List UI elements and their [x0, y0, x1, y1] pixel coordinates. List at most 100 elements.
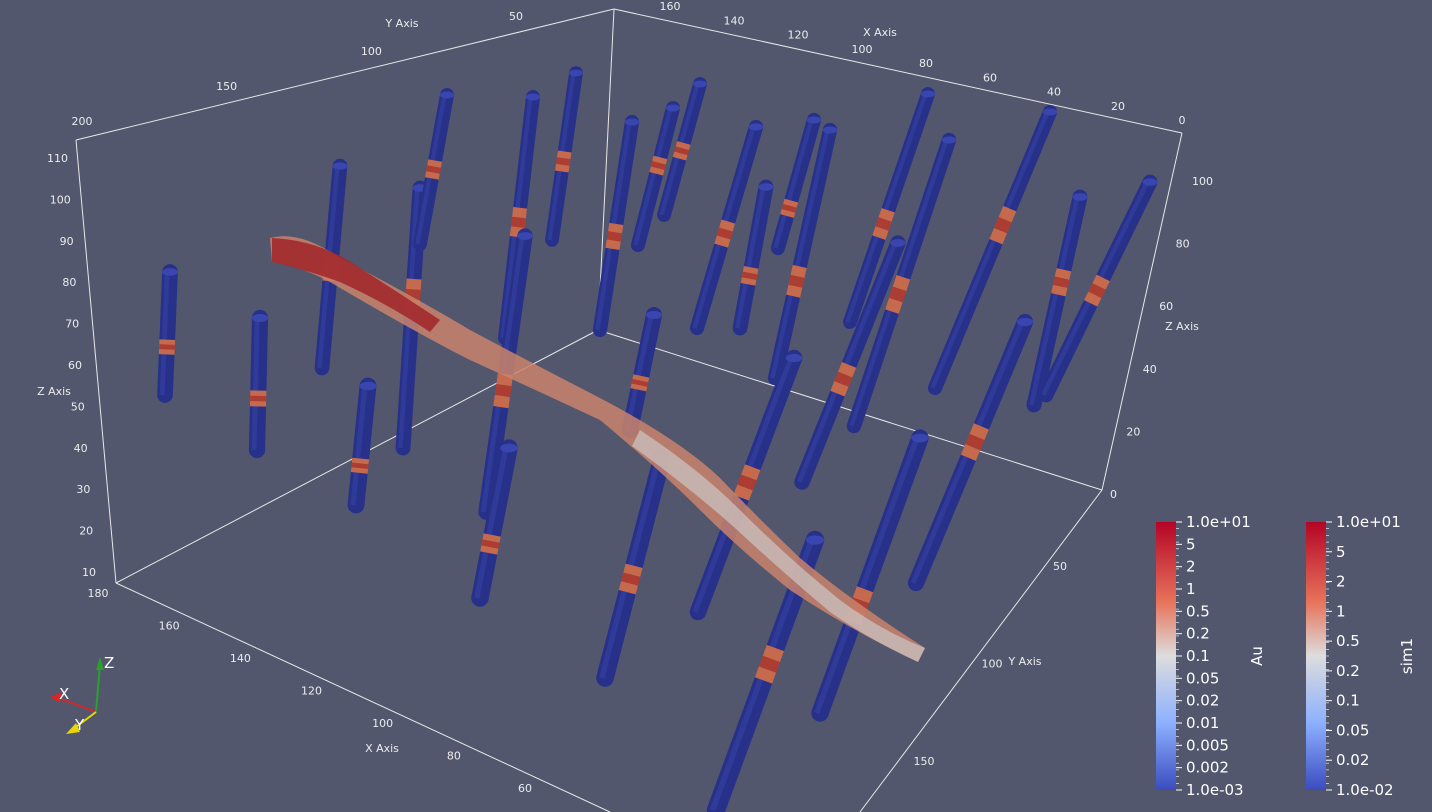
orient-x-arrow-icon [50, 692, 62, 703]
z-axis-tick-label: 100 [50, 193, 71, 206]
x-axis-tick-label: 180 [88, 587, 109, 600]
colorbar-label: 0.2 [1336, 662, 1360, 680]
drill-hole[interactable] [347, 377, 377, 514]
drill-hole[interactable] [843, 87, 935, 329]
axis-title: Z Axis [1165, 320, 1199, 333]
colorbar-gradient [1156, 522, 1176, 790]
drill-hole[interactable] [157, 264, 178, 403]
z-axis-tick-label: 80 [62, 276, 76, 289]
colorbar-au: 1.0e+01 5 2 1 0.5 0.2 0.1 0.05 0.02 0.01 0.005 0.00… [1156, 513, 1266, 799]
drill-holes[interactable] [157, 66, 1158, 812]
colorbar-label: 1 [1186, 580, 1196, 598]
colorbar-sim1: 1.0e+01 5 2 1 0.5 0.2 0.1 0.05 0.02 1.0e-02 sim1 [1306, 513, 1416, 799]
orient-x-label: X [59, 685, 69, 703]
y-axis-tick-label: 50 [509, 10, 523, 23]
z-axis-tick-label: 80 [1176, 238, 1190, 251]
x-axis-tick-label: 100 [852, 43, 873, 56]
x-axis-tick-label: 140 [230, 652, 251, 665]
x-axis-tick-label: 100 [372, 717, 393, 730]
y-axis-tick-label: 150 [216, 80, 237, 93]
colorbar-title: Au [1248, 646, 1266, 666]
axis-title: X Axis [863, 26, 897, 39]
x-axis-tick-label: 120 [788, 29, 809, 42]
colorbar-label: 2 [1186, 558, 1196, 576]
drill-hole[interactable] [1038, 174, 1158, 403]
colorbar-label: 0.5 [1336, 632, 1360, 650]
colorbar-label: 1.0e+01 [1186, 513, 1251, 531]
colorbar-label: 0.02 [1186, 692, 1219, 710]
y-axis-tick-label: 50 [1053, 560, 1067, 573]
x-axis-tick-label: 80 [919, 57, 933, 70]
z-axis-tick-label: 50 [71, 400, 85, 413]
z-axis-tick-label: 100 [1192, 175, 1213, 188]
x-axis-tick-label: 120 [301, 685, 322, 698]
orient-z-arrow-icon [96, 657, 104, 670]
z-axis-tick-label: 0 [1110, 488, 1117, 501]
orient-x-axis [55, 696, 97, 713]
drill-hole[interactable] [248, 309, 269, 459]
drill-hole[interactable] [689, 349, 803, 621]
drill-hole[interactable] [592, 114, 640, 338]
drill-hole[interactable] [596, 449, 671, 687]
y-axis-tick-label: 100 [361, 45, 382, 58]
y-axis-tick-label: 100 [982, 658, 1003, 671]
colorbar-label: 1.0e-02 [1336, 781, 1394, 799]
drill-hole[interactable] [545, 66, 583, 247]
x-axis-tick-label: 140 [724, 14, 745, 27]
drill-hole[interactable] [471, 439, 518, 607]
z-axis-tick-label: 40 [1143, 363, 1157, 376]
axis-title: Y Axis [384, 17, 418, 30]
colorbar-label: 0.05 [1336, 721, 1369, 739]
x-axis-tick-label: 60 [983, 71, 997, 84]
orient-y-arrow-icon [66, 723, 80, 734]
colorbar-label: 0.02 [1336, 751, 1369, 769]
colorbar-label: 1 [1336, 602, 1346, 620]
colorbar-label: 0.5 [1186, 602, 1210, 620]
axis-title: X Axis [365, 742, 399, 755]
drill-hole[interactable] [689, 119, 764, 336]
drill-hole[interactable] [846, 132, 957, 434]
z-axis-tick-label: 70 [65, 318, 79, 331]
colorbar-label: 0.2 [1186, 625, 1210, 643]
colorbar-label: 5 [1186, 535, 1196, 553]
axis-title: Z Axis [37, 385, 71, 398]
drill-hole[interactable] [770, 112, 822, 256]
z-axis-tick-label: 20 [79, 525, 93, 538]
colorbar-label: 0.1 [1186, 647, 1210, 665]
ore-body-surface[interactable] [270, 236, 925, 662]
axis-labels: 1601401201008060402001801601401201008060… [37, 0, 1213, 795]
drill-hole[interactable] [657, 77, 707, 222]
z-axis-tick-label: 90 [60, 235, 74, 248]
drill-hole[interactable] [732, 179, 774, 336]
drill-hole[interactable] [621, 306, 663, 439]
colorbar-label: 5 [1336, 543, 1346, 561]
drill-hole[interactable] [907, 313, 1034, 592]
orient-z-axis [95, 663, 101, 713]
x-axis-tick-label: 20 [1111, 100, 1125, 113]
colorbar-title: sim1 [1398, 638, 1416, 674]
x-axis-tick-label: 40 [1047, 86, 1061, 99]
colorbar-label: 1.0e+01 [1336, 513, 1401, 531]
colorbar-gradient [1306, 522, 1326, 790]
drill-hole[interactable] [794, 235, 906, 490]
orientation-axes-widget[interactable]: Z X Y [50, 654, 114, 734]
z-axis-tick-label: 60 [68, 359, 82, 372]
drill-hole[interactable] [767, 122, 838, 386]
x-axis-tick-label: 160 [159, 620, 180, 633]
orient-y-label: Y [74, 716, 85, 734]
drill-hole[interactable] [927, 104, 1058, 396]
colorbar-label: 1.0e-03 [1186, 781, 1244, 799]
z-axis-tick-label: 110 [47, 152, 68, 165]
z-axis-tick-label: 10 [82, 566, 96, 579]
z-axis-tick-label: 40 [74, 442, 88, 455]
drill-hole[interactable] [1026, 189, 1088, 413]
z-axis-tick-label: 60 [1159, 300, 1173, 313]
drill-hole[interactable] [630, 100, 681, 253]
drill-hole[interactable] [413, 88, 454, 251]
axis-title: Y Axis [1007, 655, 1041, 668]
colorbar-label: 0.05 [1186, 669, 1219, 687]
x-axis-tick-label: 160 [660, 0, 681, 13]
colorbar-label: 0.1 [1336, 692, 1360, 710]
z-axis-tick-label: 30 [76, 483, 90, 496]
